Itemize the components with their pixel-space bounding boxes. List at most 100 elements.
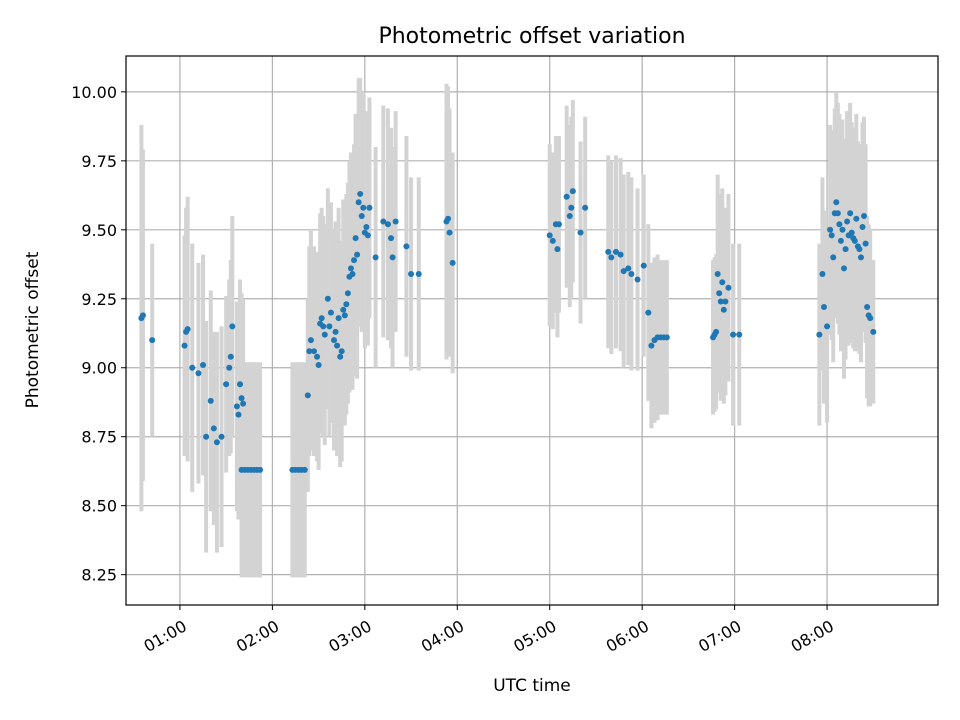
data-point [857, 254, 864, 261]
data-point [384, 221, 391, 228]
data-point [310, 348, 317, 355]
data-point [816, 331, 823, 338]
data-point [569, 188, 576, 195]
data-point [357, 190, 364, 197]
data-point [859, 224, 866, 231]
data-point [149, 337, 156, 344]
data-point [648, 342, 655, 349]
data-point [403, 243, 410, 250]
y-tick-label: 8.50 [81, 497, 117, 516]
data-point [408, 270, 415, 277]
data-point [227, 353, 234, 360]
data-point [736, 331, 743, 338]
data-point [223, 381, 230, 388]
data-point [722, 298, 729, 305]
data-point [218, 433, 225, 440]
data-points [138, 188, 877, 473]
data-point [184, 326, 191, 333]
y-tick-label: 9.50 [81, 221, 117, 240]
data-point [566, 213, 573, 220]
data-point [301, 466, 308, 473]
data-point [327, 309, 334, 316]
data-point [720, 306, 727, 313]
data-point [842, 246, 849, 253]
data-point [853, 215, 860, 222]
data-point [314, 353, 321, 360]
data-point [366, 204, 373, 211]
y-axis-ticks: 8.25 8.50 8.75 9.00 9.25 9.50 9.75 10.00 [71, 83, 126, 585]
data-point [828, 232, 835, 239]
data-point [233, 403, 240, 410]
data-point [833, 199, 840, 206]
data-point [725, 284, 732, 291]
data-point [340, 306, 347, 313]
data-point [839, 226, 846, 233]
data-point [834, 210, 841, 217]
data-point [568, 204, 575, 211]
data-point [257, 466, 264, 473]
data-point [847, 210, 854, 217]
data-point [555, 221, 562, 228]
data-point [870, 328, 877, 335]
data-point [315, 361, 322, 368]
data-point [358, 213, 365, 220]
data-point [663, 334, 670, 341]
data-point [563, 193, 570, 200]
data-point [335, 315, 342, 322]
data-point [605, 248, 612, 255]
data-point [612, 248, 619, 255]
data-point [195, 370, 202, 377]
data-point [331, 337, 338, 344]
data-point [364, 232, 371, 239]
data-point [203, 433, 210, 440]
data-point [321, 331, 328, 338]
data-point [307, 337, 314, 344]
data-point [213, 439, 220, 446]
data-point [189, 364, 196, 371]
data-point [372, 254, 379, 261]
data-point [549, 237, 556, 244]
data-point [354, 251, 361, 258]
data-point [238, 395, 245, 402]
data-point [388, 235, 395, 242]
data-point [389, 254, 396, 261]
data-point [181, 342, 188, 349]
data-point [620, 268, 627, 275]
data-point [861, 213, 868, 220]
data-point [577, 229, 584, 236]
data-point [338, 348, 345, 355]
data-point [326, 323, 333, 330]
data-point [617, 251, 624, 258]
data-point [634, 276, 641, 283]
data-point [446, 229, 453, 236]
data-point [830, 254, 837, 261]
y-tick-label: 9.00 [81, 359, 117, 378]
data-point [837, 237, 844, 244]
data-point [343, 301, 350, 308]
data-point [240, 400, 247, 407]
data-point [210, 425, 217, 432]
x-axis-label: UTC time [493, 676, 571, 696]
data-point [628, 270, 635, 277]
data-point [392, 218, 399, 225]
data-point [318, 315, 325, 322]
data-point [554, 246, 561, 253]
data-point [351, 257, 358, 264]
data-point [337, 353, 344, 360]
data-point [324, 295, 331, 302]
data-point [200, 361, 207, 368]
data-point [352, 235, 359, 242]
data-point [824, 323, 831, 330]
data-point [380, 218, 387, 225]
data-point [864, 304, 871, 311]
data-point [229, 323, 236, 330]
data-point [347, 265, 354, 272]
y-tick-label: 9.75 [81, 152, 117, 171]
data-point [237, 381, 244, 388]
data-point [819, 270, 826, 277]
y-tick-label: 10.00 [71, 83, 117, 102]
data-point [844, 218, 851, 225]
y-tick-label: 8.75 [81, 428, 117, 447]
